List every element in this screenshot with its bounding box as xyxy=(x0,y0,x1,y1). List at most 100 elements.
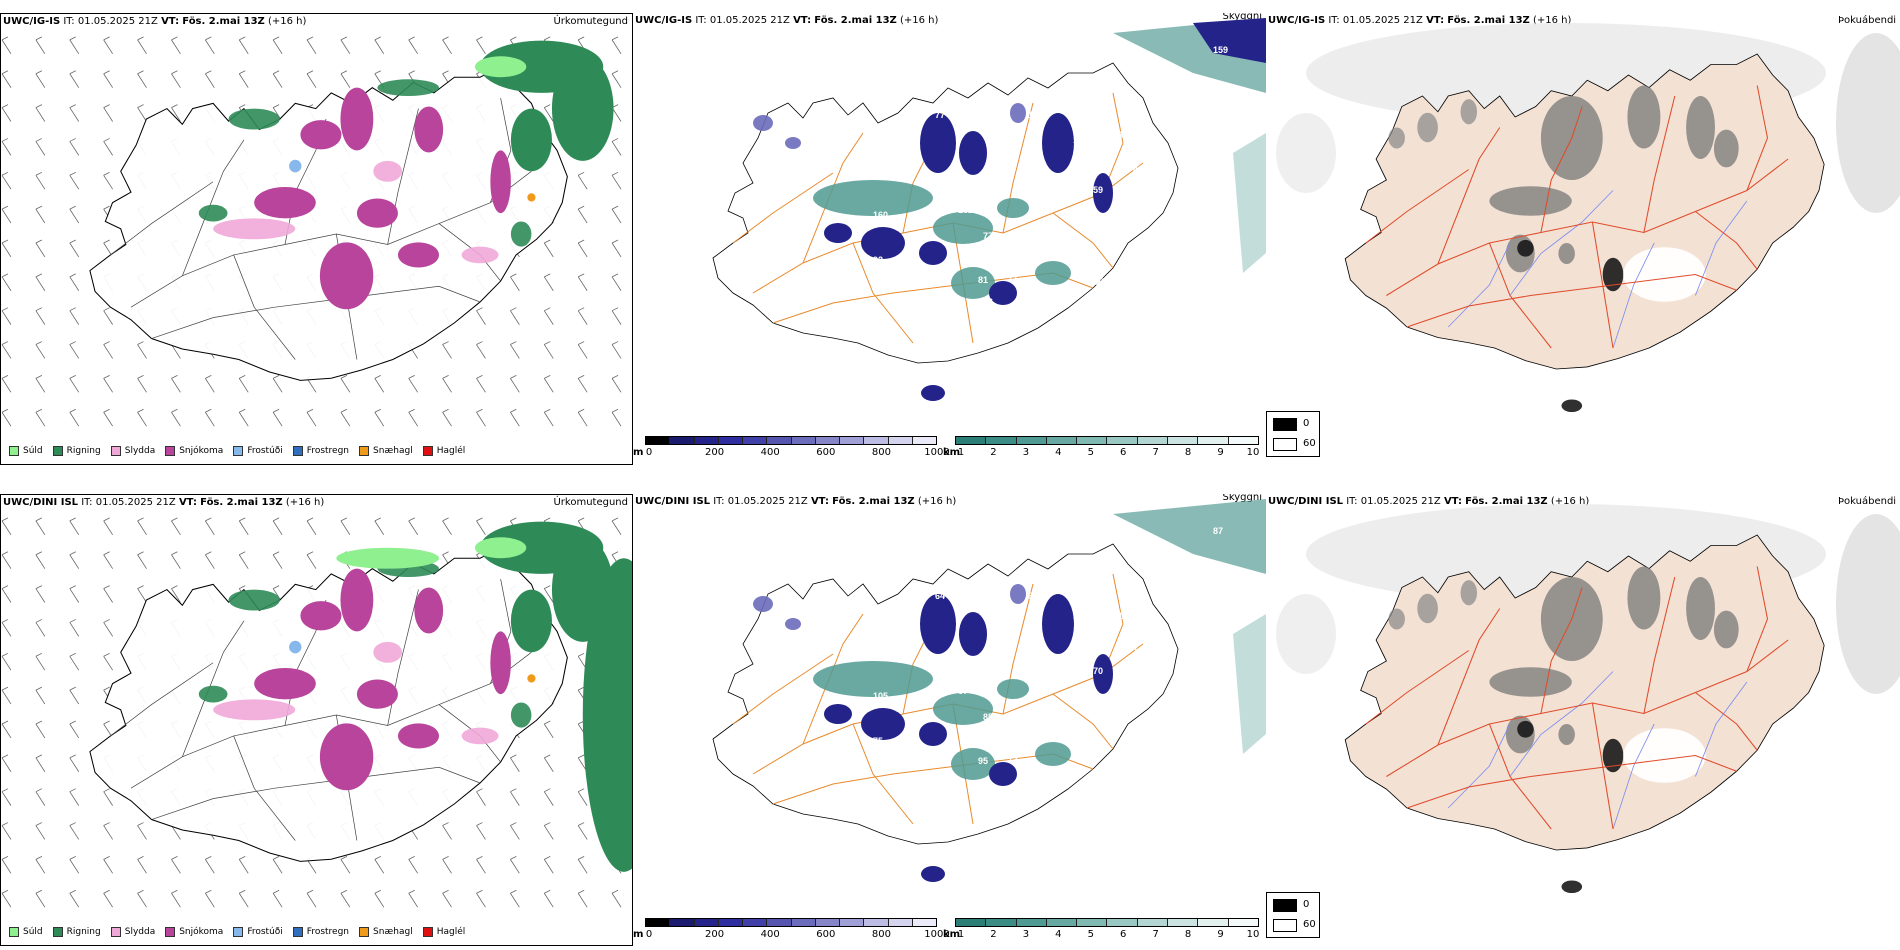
colorbar-tick: 10 xyxy=(1246,447,1260,458)
model-name: UWC/DINI ISL xyxy=(1268,496,1344,507)
precip-legend: Súld Rigning Slydda Snjókoma Frostúði Frostre… xyxy=(9,444,465,458)
colorbar-tick: 400 xyxy=(760,929,780,940)
cloud-base-value: 64 xyxy=(935,591,945,601)
panel-title: Skyggni xyxy=(1222,13,1262,22)
colorbar-cell xyxy=(1198,437,1229,444)
panel-header: UWC/DINI ISL IT: 01.05.2025 21Z VT: Fös.… xyxy=(1268,496,1589,507)
cloud-base-value: 92 xyxy=(873,255,883,265)
legend-swatch xyxy=(359,927,370,937)
colorbar-cell xyxy=(912,919,936,926)
colorbar-cell xyxy=(767,919,792,926)
precip-legend-item: Slydda xyxy=(110,927,156,937)
legend-swatch xyxy=(165,446,176,456)
cloud-base-value: 81 xyxy=(978,275,988,285)
panel-title: Þokuábendi xyxy=(1838,15,1897,26)
lead-time: (+16 h) xyxy=(285,497,325,508)
it-label: IT: xyxy=(63,16,75,27)
precip-legend-item: Snæhagl xyxy=(359,927,413,937)
cloud-base-value: 212 xyxy=(1113,611,1128,621)
vt-value: Fös. 2.mai 13Z xyxy=(814,15,897,26)
cloud-base-value: 119 xyxy=(1078,105,1093,115)
it-label: IT: xyxy=(713,496,725,507)
colorbar-tick: 200 xyxy=(705,447,725,458)
colorbar-tick: 1 xyxy=(957,447,965,458)
colorbar-cell xyxy=(1228,437,1258,444)
it-value: 01.05.2025 21Z xyxy=(727,496,808,507)
cloud-base-value: 46 xyxy=(943,741,953,751)
legend-swatch xyxy=(359,446,370,456)
fog-legend-swatch xyxy=(1273,438,1297,451)
fog-legend: 0 60 xyxy=(1266,411,1320,457)
panel-header: UWC/IG-IS IT: 01.05.2025 21Z VT: Fös. 2.… xyxy=(1268,15,1571,26)
colorbar-tick: 4 xyxy=(1055,929,1062,940)
legend-swatch xyxy=(233,446,244,456)
fog-legend-swatch xyxy=(1273,899,1297,912)
lead-time: (+16 h) xyxy=(1550,496,1590,507)
colorbar-cell xyxy=(1107,919,1138,926)
cloud-base-value: 81 xyxy=(1078,586,1088,596)
colorbar-tick: 1000 xyxy=(924,447,950,458)
legend-swatch xyxy=(9,446,19,456)
precip-legend-item: Slydda xyxy=(110,446,155,456)
precip-legend-item: Frostregn xyxy=(292,446,349,456)
colorbar-strip xyxy=(645,918,937,927)
it-value: 01.05.2025 21Z xyxy=(1342,15,1423,26)
precip-legend-item: Rigning xyxy=(52,446,101,456)
cloud-base-value: 84 xyxy=(988,115,998,125)
colorbar-tick: 4 xyxy=(1055,447,1062,458)
visibility-colorbar: km 1 2 3 4 5 6 7 8 9 10 xyxy=(943,918,1265,946)
cloud-base-value: 105 xyxy=(1028,110,1043,120)
legend-label: Snæhagl xyxy=(373,927,413,937)
colorbar-cell xyxy=(912,437,936,444)
colorbar-unit: km xyxy=(943,447,961,458)
lead-time: (+16 h) xyxy=(267,16,307,27)
colorbar-cell xyxy=(1198,919,1229,926)
cloud-base-value: 72 xyxy=(1073,616,1083,626)
legend-swatch xyxy=(292,927,303,937)
colorbar-cell xyxy=(670,919,695,926)
colorbar-tick: 8 xyxy=(1184,929,1192,940)
vt-value: Fös. 2.mai 13Z xyxy=(1447,15,1530,26)
vt-label: VT: xyxy=(1426,15,1445,26)
colorbar-cell xyxy=(1137,437,1169,444)
precip-legend-item: Frostregn xyxy=(292,927,349,937)
cloud-base-value: 70 xyxy=(1093,666,1103,676)
cloud-base-value: 55 xyxy=(935,400,945,410)
panel-header: UWC/DINI ISL IT: 01.05.2025 21Z VT: Fös.… xyxy=(3,497,324,508)
model-name: UWC/IG-IS xyxy=(635,15,693,26)
colorbar-cell xyxy=(1016,437,1047,444)
vt-value: Fös. 2.mai 13Z xyxy=(832,496,915,507)
colorbar-cell xyxy=(840,919,865,926)
vt-label: VT: xyxy=(1443,496,1462,507)
precip-legend-item: Snjókoma xyxy=(165,927,223,937)
colorbar-cell xyxy=(888,437,913,444)
legend-label: Slydda xyxy=(124,927,156,937)
legend-label: Snjókoma xyxy=(179,446,224,456)
vt-label: VT: xyxy=(178,497,197,508)
colorbar-tick: 3 xyxy=(1022,929,1030,940)
colorbar-tick: 6 xyxy=(1120,447,1127,458)
fog-legend-swatch xyxy=(1273,418,1297,431)
legend-label: Rigning xyxy=(66,446,101,456)
legend-label: Súld xyxy=(23,446,43,456)
precip-legend: Súld Rigning Slydda Snjókoma Frostúði Frostre… xyxy=(9,925,465,939)
cloud-base-value: 75 xyxy=(873,736,883,746)
precip-legend-item: Haglél xyxy=(422,446,465,456)
cloud-base-value: 43 xyxy=(913,405,923,415)
cloud-base-value: 159 xyxy=(1213,45,1228,55)
colorbar-cell xyxy=(670,437,695,444)
fog-legend-value: 0 xyxy=(1303,899,1310,910)
cloud-base-value: 150 xyxy=(1073,135,1088,145)
fog-panel-1: UWC/IG-IS IT: 01.05.2025 21Z VT: Fös. 2.… xyxy=(1266,13,1900,465)
it-label: IT: xyxy=(695,15,707,26)
precip-legend-item: Snjókoma xyxy=(165,446,223,456)
legend-label: Snjókoma xyxy=(179,927,224,937)
colorbar-tick: 6 xyxy=(1120,929,1127,940)
cloud-base-value: 67 xyxy=(958,686,968,696)
colorbar-tick: 200 xyxy=(705,929,725,940)
cloud-base-value: 127 xyxy=(1133,646,1148,656)
vt-value: Fös. 2.mai 13Z xyxy=(1465,496,1548,507)
colorbar-cell xyxy=(1046,437,1078,444)
colorbar-cell xyxy=(1228,919,1258,926)
visibility-colorbar: km 1 2 3 4 5 6 7 8 9 10 xyxy=(943,436,1265,464)
